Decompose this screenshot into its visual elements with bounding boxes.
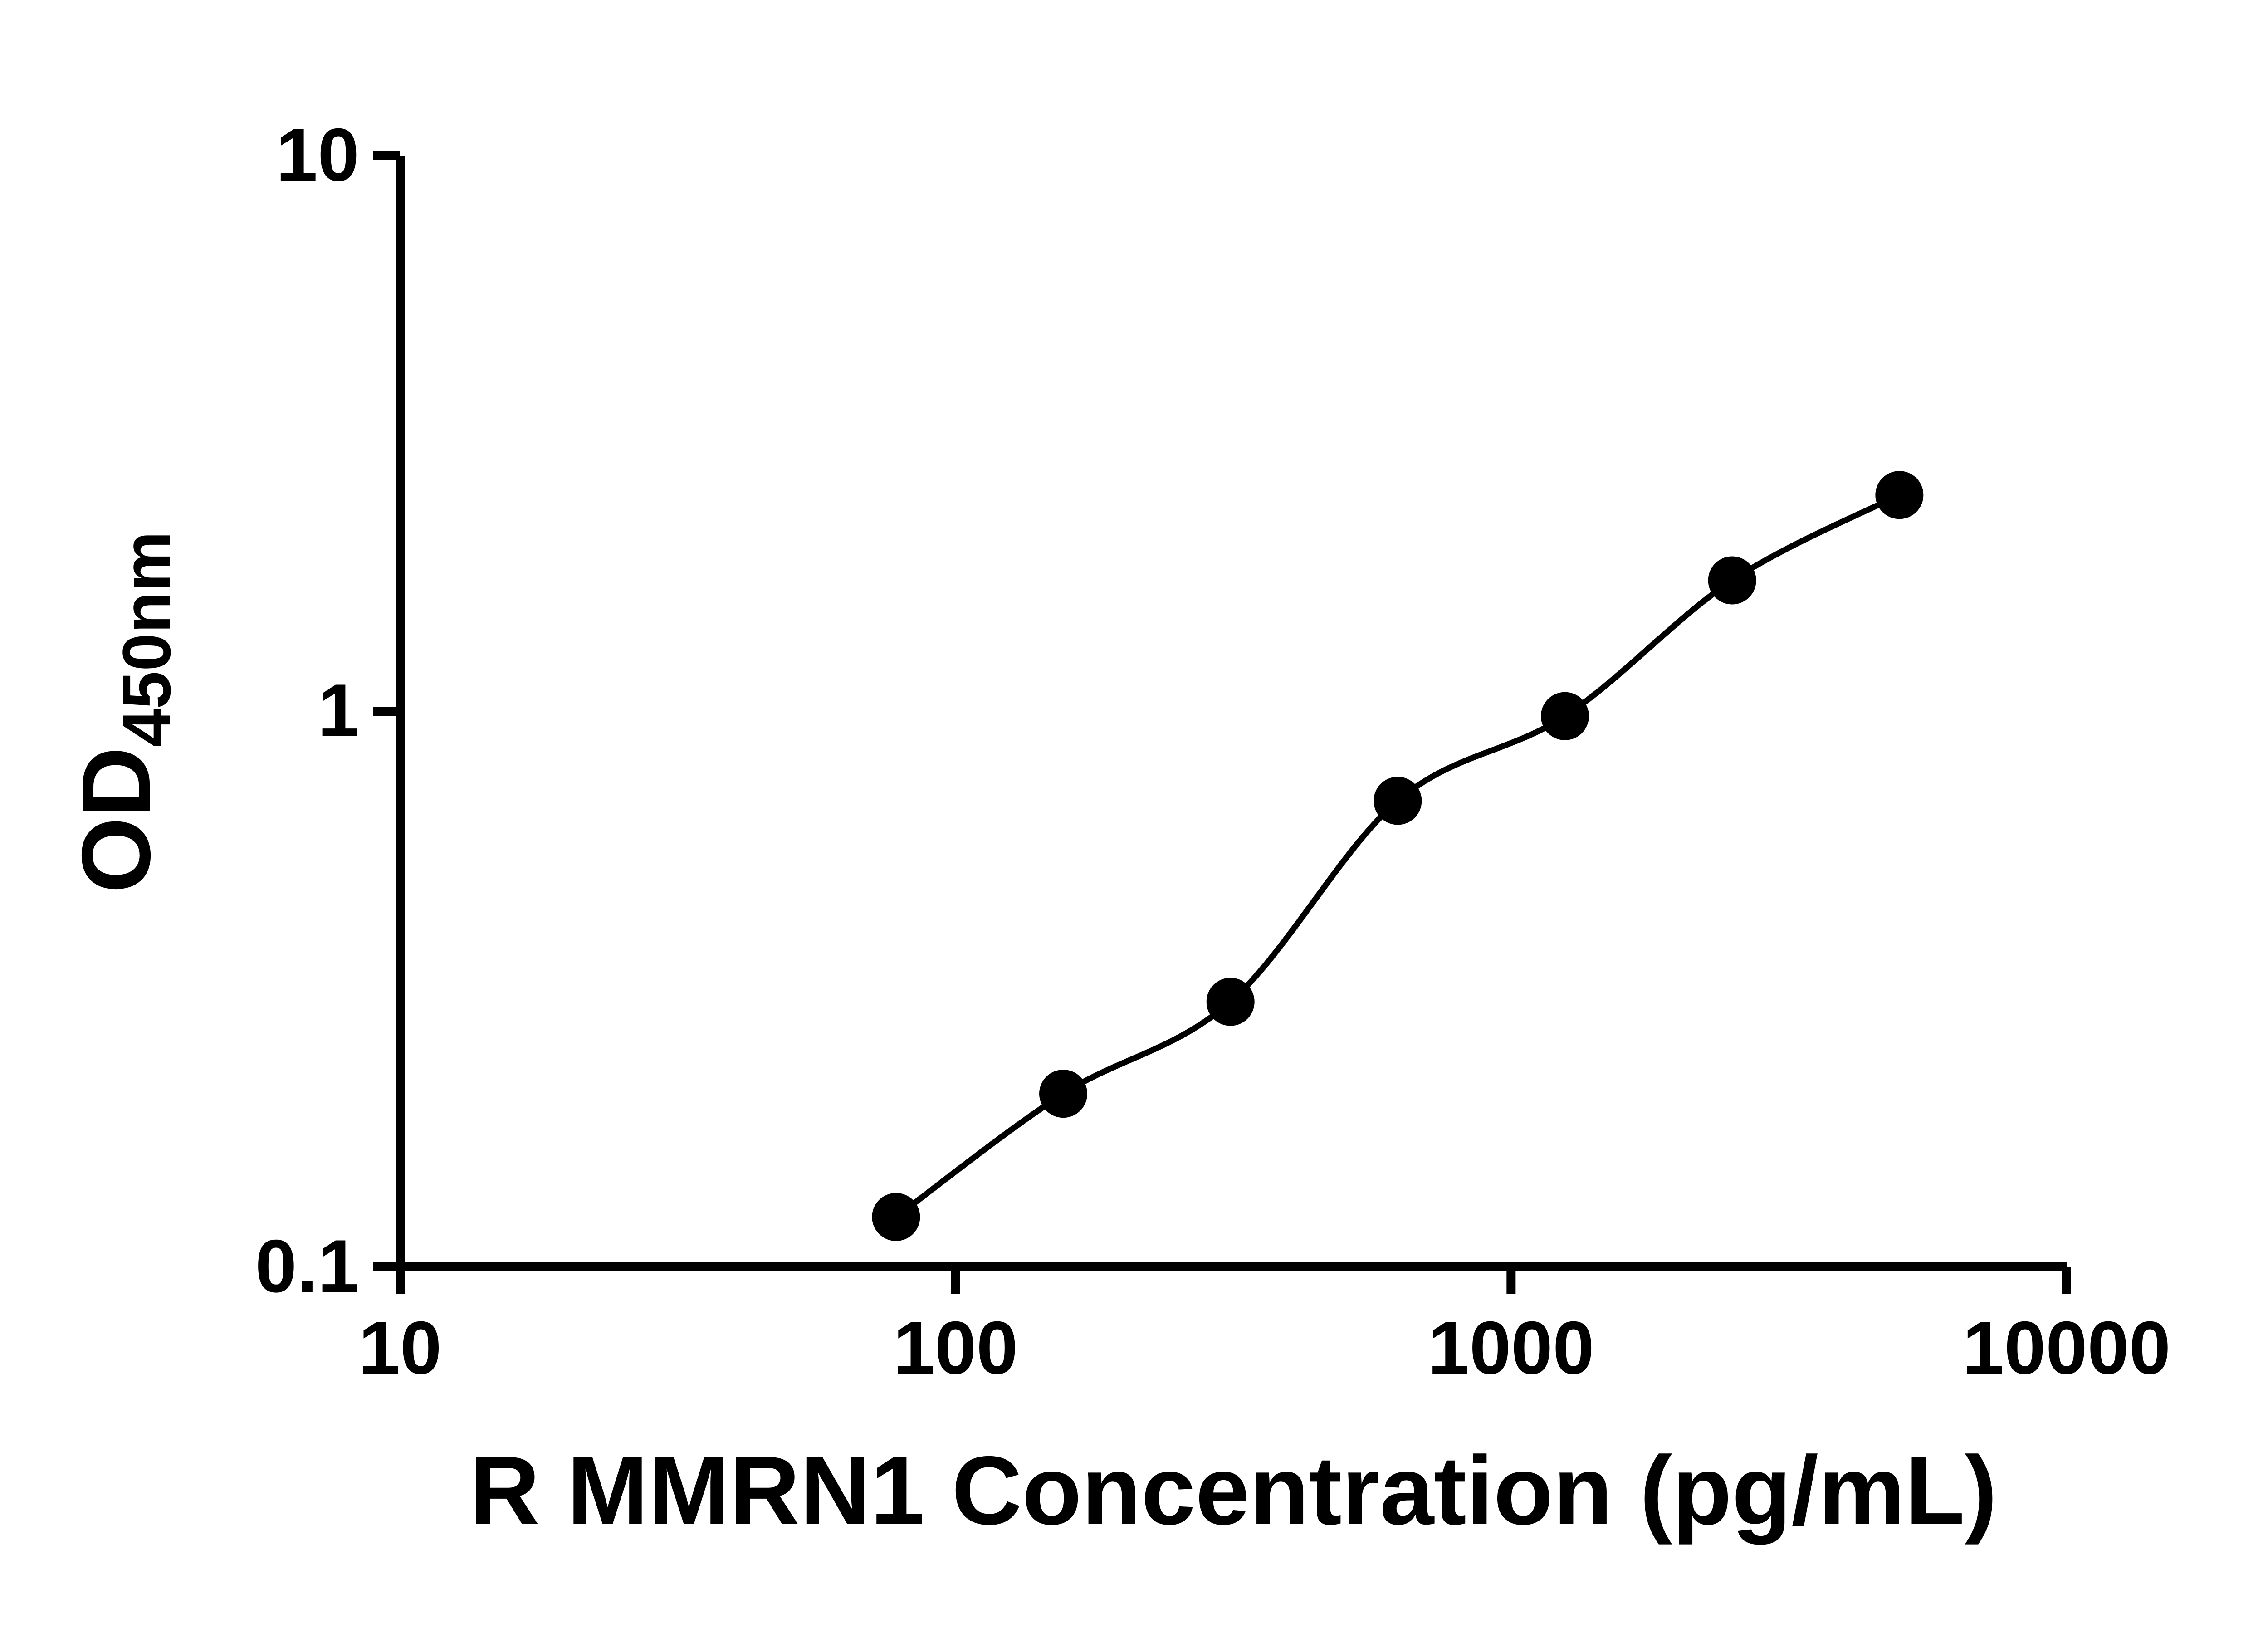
x-tick-label: 100 <box>893 1306 1018 1389</box>
x-tick-label: 10000 <box>1963 1306 2171 1389</box>
axis-lines <box>396 156 2067 1271</box>
data-point-marker <box>1708 556 1756 605</box>
data-points <box>872 471 1924 1241</box>
y-tick-label: 0.1 <box>255 1224 359 1308</box>
tick-labels: 10 100 1000 10000 0.1 1 10 <box>255 113 2171 1389</box>
data-point-marker <box>1206 978 1255 1026</box>
data-point-marker <box>1374 777 1422 825</box>
y-tick-label: 10 <box>276 113 359 196</box>
data-point-marker <box>1541 692 1589 740</box>
x-axis-title: R MMRN1 Concentration (pg/mL) <box>469 1436 1997 1545</box>
x-tick-label: 10 <box>358 1306 442 1389</box>
data-point-marker <box>872 1193 920 1241</box>
data-point-marker <box>1875 471 1924 519</box>
tick-marks <box>373 151 2071 1294</box>
y-axis-title-subscript: 450nm <box>108 531 185 747</box>
data-point-marker <box>1039 1070 1088 1118</box>
y-axis-title-main: OD <box>61 747 171 893</box>
y-tick-label: 1 <box>318 669 359 752</box>
x-tick-label: 1000 <box>1428 1306 1594 1389</box>
y-axis-title: OD450nm <box>61 531 185 893</box>
